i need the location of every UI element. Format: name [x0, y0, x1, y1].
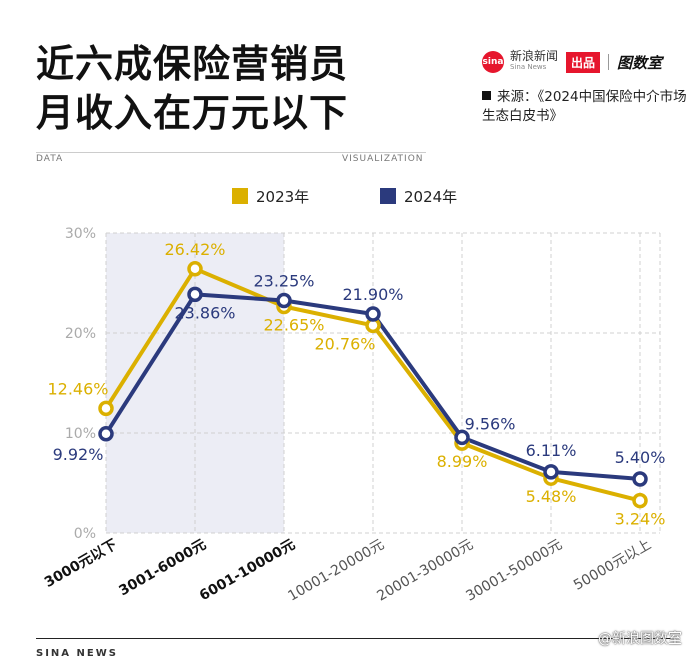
- data-point: [98, 400, 114, 417]
- square-bullet-icon: [482, 91, 491, 100]
- data-point: [187, 286, 203, 303]
- y-tick-label: 10%: [65, 426, 96, 442]
- footer-brand: SINA NEWS: [36, 648, 118, 659]
- y-tick-label: 0%: [74, 526, 96, 542]
- x-category-label: 30001-50000元: [463, 537, 565, 605]
- x-category-label: 20001-30000元: [374, 537, 476, 605]
- brand-block: sina 新浪新闻 Sina News 出品 图数室: [482, 50, 662, 74]
- data-label: 23.86%: [174, 303, 235, 322]
- data-label: 9.92%: [53, 445, 104, 464]
- weibo-watermark: @新浪图数室: [598, 631, 682, 647]
- sina-logo-icon: sina: [482, 51, 504, 73]
- tushu-logo: 图数室: [617, 53, 663, 72]
- header-rule: [36, 152, 426, 153]
- data-label: 8.99%: [437, 452, 488, 471]
- y-tick-label: 20%: [65, 326, 96, 342]
- data-point: [632, 492, 648, 509]
- brand-name: 新浪新闻 Sina News: [510, 49, 559, 73]
- brand-name-en: Sina News: [510, 63, 547, 71]
- data-point: [454, 429, 470, 446]
- legend-label: 2024年: [404, 188, 457, 206]
- brand-divider: [608, 54, 610, 70]
- data-label: 21.90%: [342, 285, 403, 304]
- title-line-1: 近六成保险营销员: [36, 42, 349, 86]
- x-category-label: 3001-6000元: [116, 537, 209, 600]
- data-label: 22.65%: [263, 316, 324, 335]
- legend-swatch: [380, 188, 396, 204]
- y-tick-label: 30%: [65, 226, 96, 242]
- data-label: 3.24%: [615, 510, 666, 529]
- tag-data: DATA: [36, 154, 64, 164]
- legend-swatch: [232, 188, 248, 204]
- data-point: [632, 471, 648, 487]
- source-prefix: 来源：: [497, 89, 538, 105]
- data-label: 9.56%: [465, 414, 516, 433]
- produced-by-badge: 出品: [566, 51, 601, 73]
- source-text: 《2024中国保险中介市场生态白皮书》: [482, 89, 687, 124]
- source-note: 来源：《2024中国保险中介市场生态白皮书》: [482, 88, 690, 126]
- x-category-label: 50000元以上: [571, 537, 654, 594]
- legend-label: 2023年: [256, 188, 309, 206]
- data-label: 26.42%: [164, 240, 225, 259]
- title-line-2: 月收入在万元以下: [36, 91, 349, 135]
- tag-visualization: VISUALIZATION: [342, 154, 424, 164]
- data-label: 12.46%: [47, 379, 108, 398]
- data-point: [543, 464, 559, 480]
- data-point: [98, 426, 114, 442]
- data-label: 6.11%: [526, 441, 577, 460]
- data-label: 20.76%: [314, 334, 375, 353]
- page-title: 近六成保险营销员 月收入在万元以下: [36, 40, 348, 138]
- data-label: 5.48%: [526, 487, 577, 506]
- brand-name-zh: 新浪新闻: [510, 49, 559, 63]
- data-point: [187, 261, 203, 277]
- data-label: 5.40%: [615, 448, 666, 467]
- footer-rule: [36, 638, 676, 639]
- x-category-label: 6001-10000元: [197, 537, 298, 605]
- data-point: [365, 306, 381, 322]
- infographic-frame: 近六成保险营销员 月收入在万元以下 sina 新浪新闻 Sina News 出品…: [12, 0, 687, 661]
- x-category-label: 10001-20000元: [285, 537, 387, 605]
- data-point: [276, 292, 292, 309]
- x-category-label: 3000元以下: [42, 537, 120, 591]
- data-label: 23.25%: [253, 272, 314, 291]
